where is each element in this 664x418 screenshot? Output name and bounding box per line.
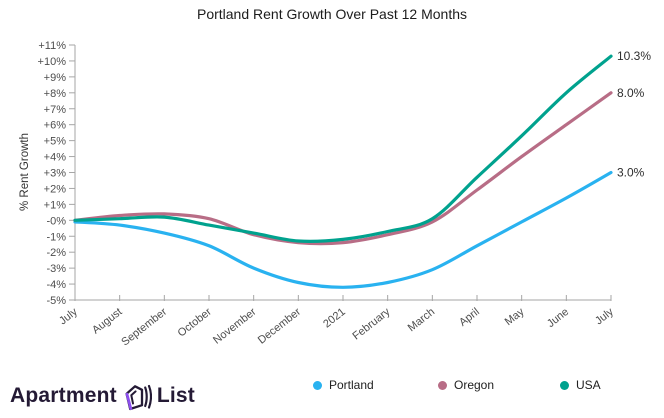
y-tick-label: +3% [44, 168, 67, 180]
x-tick-label: November [211, 306, 259, 347]
x-tick-label: May [503, 306, 527, 329]
y-axis-title: % Rent Growth [19, 133, 31, 211]
x-tick-label: April [457, 306, 482, 329]
x-tick-label: September [119, 306, 169, 349]
y-tick-label: +6% [44, 120, 67, 132]
x-tick-label: July [57, 306, 80, 328]
y-tick-label: +5% [44, 136, 67, 148]
y-tick-label: -5% [46, 295, 66, 307]
y-tick-label: -3% [46, 263, 66, 275]
legend-item-oregon[interactable]: Oregon [438, 378, 494, 392]
series-end-label-portland: 3.0% [617, 166, 645, 180]
x-tick-label: August [90, 306, 124, 337]
y-tick-label: +11% [38, 40, 66, 52]
series-line-portland [73, 170, 613, 289]
y-tick-label: +8% [44, 88, 67, 100]
legend-label: USA [576, 378, 601, 392]
x-tick-label: October [176, 306, 214, 340]
y-tick-label: -0% [46, 215, 66, 227]
oregon-series-dot [438, 380, 447, 390]
x-tick-label: 2021 [321, 306, 348, 331]
logo-text-list: List [156, 384, 195, 407]
legend-label: Oregon [454, 378, 495, 392]
y-tick-label: +2% [44, 183, 67, 195]
logo-text-apartment: Apartment [10, 384, 117, 407]
series-line-usa [73, 54, 613, 244]
y-tick-label: +9% [44, 72, 67, 84]
usa-series-dot [560, 380, 569, 390]
apartment-list-logo: Apartment List [10, 380, 195, 412]
x-tick-label: July [593, 306, 616, 328]
series-line-oregon [73, 91, 613, 246]
legend-item-portland[interactable]: Portland [313, 378, 374, 392]
y-tick-label: -4% [46, 279, 66, 291]
x-tick-label: December [256, 306, 304, 347]
apartment-list-house-icon [122, 380, 152, 412]
x-tick-label: February [350, 306, 392, 343]
y-tick-label: +1% [44, 199, 67, 211]
y-tick-label: -1% [46, 231, 66, 243]
legend-item-usa[interactable]: USA [560, 378, 601, 392]
chart-title: Portland Rent Growth Over Past 12 Months [196, 6, 467, 22]
portland-series-dot [313, 380, 322, 390]
x-tick-label: June [545, 306, 571, 330]
y-tick-label: +4% [44, 152, 67, 164]
legend-label: Portland [329, 378, 374, 392]
x-tick-label: March [406, 306, 437, 334]
y-tick-label: -2% [46, 247, 66, 259]
y-tick-label: +10% [38, 56, 67, 68]
y-tick-label: +7% [44, 104, 67, 116]
series-end-label-oregon: 8.0% [617, 86, 645, 100]
series-end-label-usa: 10.3% [617, 49, 651, 63]
